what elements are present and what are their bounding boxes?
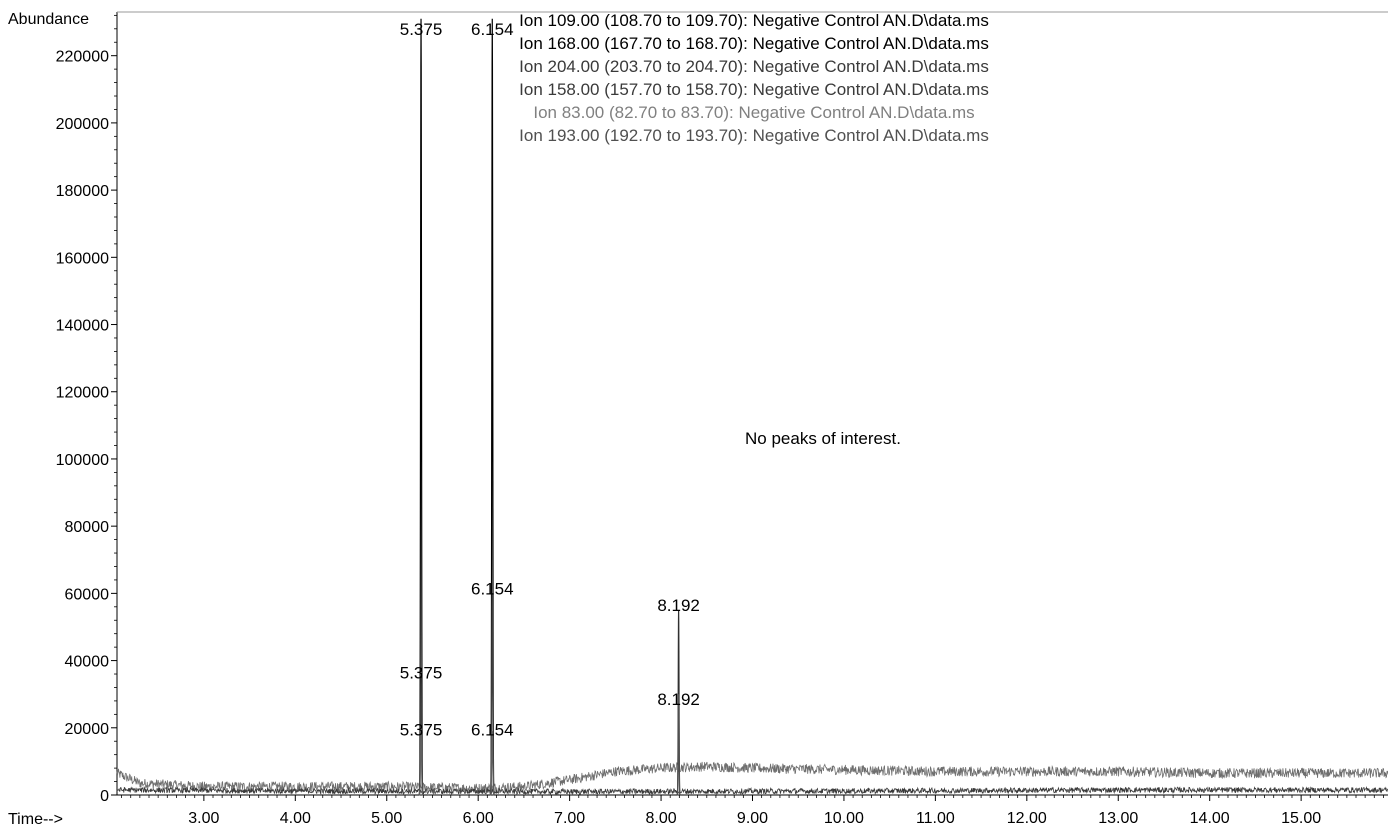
x-tick-label: 14.00 [1190, 810, 1230, 827]
legend-entry: Ion 109.00 (108.70 to 109.70): Negative … [519, 11, 989, 30]
peak-2 [413, 727, 429, 796]
x-tick-label: 5.00 [371, 810, 402, 827]
y-tick-label: 40000 [65, 654, 110, 671]
peak-5 [484, 731, 500, 796]
baseline-trace-1 [116, 786, 1388, 796]
x-tick-label: 15.00 [1281, 810, 1321, 827]
y-tick-label: 80000 [65, 519, 110, 536]
peak-7 [673, 694, 685, 796]
x-tick-label: 8.00 [645, 810, 676, 827]
y-tick-label: 160000 [56, 250, 109, 267]
annotation-no-peaks: No peaks of interest. [745, 429, 901, 448]
peak-label: 6.154 [471, 720, 514, 739]
peak-label: 6.154 [471, 579, 514, 598]
y-tick-label: 200000 [56, 116, 109, 133]
x-tick-label: 13.00 [1098, 810, 1138, 827]
legend-entry: Ion 158.00 (157.70 to 158.70): Negative … [519, 80, 989, 99]
legend-entry: Ion 204.00 (203.70 to 204.70): Negative … [519, 57, 989, 76]
y-tick-label: 180000 [56, 183, 109, 200]
x-tick-label: 4.00 [280, 810, 311, 827]
y-tick-label: 120000 [56, 385, 109, 402]
peak-label: 8.192 [657, 690, 700, 709]
legend-entry: Ion 168.00 (167.70 to 168.70): Negative … [519, 34, 989, 53]
peak-label: 5.375 [400, 720, 443, 739]
x-tick-label: 7.00 [554, 810, 585, 827]
x-tick-label: 9.00 [737, 810, 768, 827]
x-tick-label: 10.00 [824, 810, 864, 827]
x-tick-label: 12.00 [1007, 810, 1047, 827]
x-tick-label: 11.00 [916, 810, 955, 827]
legend-entry: Ion 83.00 (82.70 to 83.70): Negative Con… [533, 103, 974, 122]
y-tick-label: 60000 [65, 586, 110, 603]
baseline-trace-0 [116, 761, 1388, 794]
y-tick-label: 20000 [65, 721, 110, 738]
x-tick-label: 6.00 [463, 810, 494, 827]
y-tick-label: 100000 [56, 452, 109, 469]
peak-label: 5.375 [400, 663, 443, 682]
y-tick-label: 0 [100, 788, 109, 805]
x-tick-label: 3.00 [188, 810, 219, 827]
peak-label: 5.375 [400, 20, 443, 39]
peak-label: 8.192 [657, 596, 700, 615]
y-tick-label: 140000 [56, 318, 109, 335]
y-axis-title: Abundance [8, 11, 89, 28]
y-tick-label: 220000 [56, 49, 109, 66]
legend-entry: Ion 193.00 (192.70 to 193.70): Negative … [519, 126, 989, 145]
x-axis-title: Time--> [8, 811, 63, 828]
peak-label: 6.154 [471, 20, 514, 39]
peak-4 [484, 593, 500, 796]
